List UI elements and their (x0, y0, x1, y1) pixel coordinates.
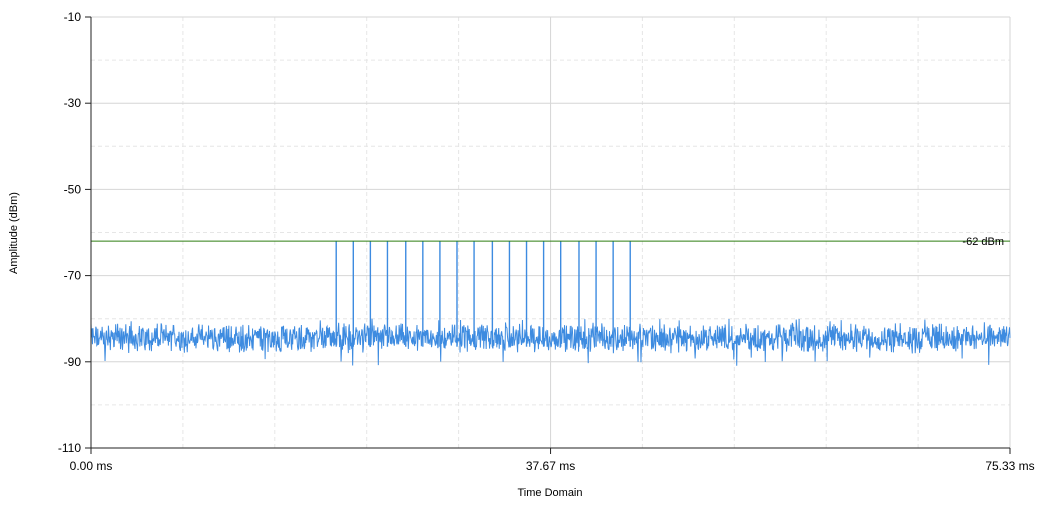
y-axis-title: Amplitude (dBm) (8, 192, 20, 274)
minor-grid (91, 17, 1010, 448)
y-tick-label: -70 (64, 269, 82, 283)
y-tick-label: -90 (64, 355, 82, 369)
axes (85, 16, 1011, 454)
tick-labels: -10 -30 -50 -70 -90 -110 0.00 ms 37.67 ms 75.33 … (58, 10, 1035, 473)
y-tick-label: -30 (64, 96, 82, 110)
threshold-layer: -62 dBm (91, 236, 1010, 248)
y-tick-label: -110 (58, 441, 81, 455)
y-tick-label: -10 (64, 10, 82, 24)
x-tick-label: 37.67 ms (526, 459, 575, 473)
noise-floor-trace (90, 318, 1011, 366)
major-grid (90, 16, 1011, 449)
y-tick-label: -50 (64, 182, 82, 196)
x-axis-title: Time Domain (518, 487, 583, 499)
x-tick-label: 75.33 ms (985, 459, 1034, 473)
x-tick-label: 0.00 ms (70, 459, 113, 473)
threshold-label: -62 dBm (962, 236, 1004, 248)
series-layer (90, 241, 1011, 366)
